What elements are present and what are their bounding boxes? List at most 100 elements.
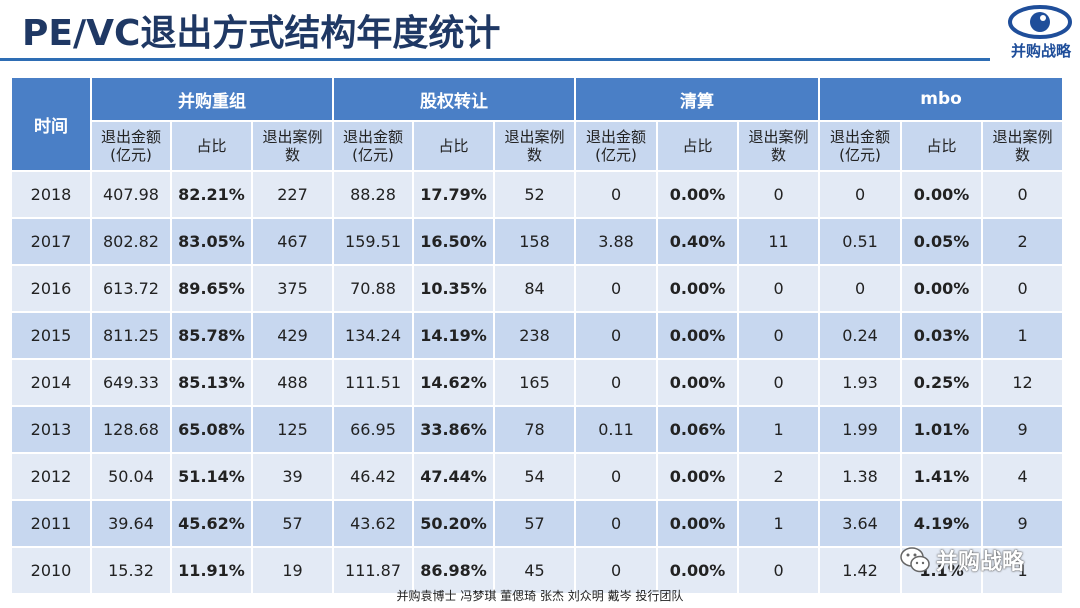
subheader-amount-line2: (亿元) <box>110 146 152 164</box>
cell-ma-pct: 11.91% <box>170 546 253 595</box>
cell-ma-pct: 65.08% <box>170 405 253 454</box>
table-body: 2018 407.98 82.21% 227 88.28 17.79% 52 0 0.00% 0 0… <box>10 170 1065 595</box>
group-header-mbo: mbo <box>818 76 1065 122</box>
cell-ma-cnt: 19 <box>250 546 335 595</box>
subheader-amount: 退出金额 (亿元) <box>332 120 415 172</box>
cell-lq-cnt: 0 <box>737 358 821 407</box>
cell-eq-amt: 70.88 <box>332 264 415 313</box>
subheader-amount-line1: 退出金额 <box>830 128 891 146</box>
cell-ma-cnt: 488 <box>250 358 335 407</box>
table-row: 2013 128.68 65.08% 125 66.95 33.86% 78 0.11 0.06… <box>10 405 1065 454</box>
subheader-amount-line1: 退出金额 <box>586 128 647 146</box>
cell-eq-pct: 14.62% <box>412 358 496 407</box>
subheader-cases-line2: 数 <box>527 146 543 164</box>
cell-eq-amt: 46.42 <box>332 452 415 501</box>
cell-year: 2018 <box>10 170 92 219</box>
cell-ma-amt: 613.72 <box>90 264 172 313</box>
wechat-icon <box>900 547 930 573</box>
cell-lq-cnt: 1 <box>737 405 821 454</box>
cell-lq-amt: 0 <box>574 546 659 595</box>
cell-ma-pct: 51.14% <box>170 452 253 501</box>
cell-eq-cnt: 45 <box>493 546 577 595</box>
subheader-amount-line1: 退出金额 <box>100 128 161 146</box>
cell-ma-amt: 811.25 <box>90 311 172 360</box>
cell-eq-amt: 111.87 <box>332 546 415 595</box>
cell-eq-amt: 43.62 <box>332 499 415 548</box>
cell-ma-cnt: 429 <box>250 311 335 360</box>
cell-ma-amt: 39.64 <box>90 499 172 548</box>
cell-eq-cnt: 78 <box>493 405 577 454</box>
subheader-ratio: 占比 <box>656 120 740 172</box>
cell-eq-amt: 111.51 <box>332 358 415 407</box>
cell-eq-pct: 16.50% <box>412 217 496 266</box>
cell-mbo-amt: 1.99 <box>818 405 903 454</box>
table-row: 2018 407.98 82.21% 227 88.28 17.79% 52 0 0.00% 0 0… <box>10 170 1065 219</box>
cell-mbo-cnt: 9 <box>981 405 1065 454</box>
table-row: 2015 811.25 85.78% 429 134.24 14.19% 238 0 0.00%… <box>10 311 1065 360</box>
table-row: 2012 50.04 51.14% 39 46.42 47.44% 54 0 0.00% 2 1.3… <box>10 452 1065 501</box>
subheader-amount-line2: (亿元) <box>352 146 394 164</box>
cell-mbo-amt: 3.64 <box>818 499 903 548</box>
cell-lq-pct: 0.00% <box>656 452 740 501</box>
cell-lq-cnt: 0 <box>737 546 821 595</box>
cell-eq-pct: 33.86% <box>412 405 496 454</box>
cell-ma-amt: 50.04 <box>90 452 172 501</box>
cell-ma-amt: 15.32 <box>90 546 172 595</box>
watermark-text: 并购战略 <box>936 550 1025 575</box>
cell-mbo-pct: 0.25% <box>900 358 984 407</box>
subheader-cases-line1: 退出案例 <box>748 128 809 146</box>
cell-ma-cnt: 125 <box>250 405 335 454</box>
cell-ma-amt: 407.98 <box>90 170 172 219</box>
cell-lq-cnt: 0 <box>737 311 821 360</box>
cell-mbo-cnt: 0 <box>981 170 1065 219</box>
cell-eq-cnt: 54 <box>493 452 577 501</box>
cell-lq-pct: 0.00% <box>656 546 740 595</box>
subheader-amount: 退出金额 (亿元) <box>90 120 172 172</box>
cell-lq-amt: 0 <box>574 452 659 501</box>
cell-ma-amt: 802.82 <box>90 217 172 266</box>
cell-eq-cnt: 52 <box>493 170 577 219</box>
cell-year: 2014 <box>10 358 92 407</box>
cell-lq-amt: 0 <box>574 499 659 548</box>
cell-eq-pct: 47.44% <box>412 452 496 501</box>
cell-mbo-cnt: 9 <box>981 499 1065 548</box>
cell-mbo-cnt: 4 <box>981 452 1065 501</box>
cell-ma-cnt: 57 <box>250 499 335 548</box>
cell-year: 2015 <box>10 311 92 360</box>
cell-mbo-amt: 1.93 <box>818 358 903 407</box>
subheader-cases-line2: 数 <box>1015 146 1031 164</box>
cell-mbo-pct: 0.00% <box>900 264 984 313</box>
subheader-amount-line2: (亿元) <box>595 146 637 164</box>
cell-mbo-pct: 1.41% <box>900 452 984 501</box>
cell-mbo-pct: 0.05% <box>900 217 984 266</box>
cell-mbo-cnt: 1 <box>981 546 1065 595</box>
cell-mbo-amt: 0 <box>818 264 903 313</box>
watermark: 并购战略 <box>898 540 1024 580</box>
cell-ma-pct: 85.78% <box>170 311 253 360</box>
cell-lq-pct: 0.00% <box>656 170 740 219</box>
subheader-cases: 退出案例数 <box>493 120 577 172</box>
cell-mbo-pct: 0.00% <box>900 170 984 219</box>
cell-ma-cnt: 467 <box>250 217 335 266</box>
cell-lq-amt: 0 <box>574 264 659 313</box>
footer-credits: 并购袁博士 冯梦琪 董偲琦 张杰 刘众明 戴岑 投行团队 <box>396 589 684 603</box>
cell-mbo-amt: 0.24 <box>818 311 903 360</box>
cell-mbo-cnt: 0 <box>981 264 1065 313</box>
cell-lq-amt: 0 <box>574 170 659 219</box>
subheader-cases-line1: 退出案例 <box>262 128 323 146</box>
cell-lq-amt: 0.11 <box>574 405 659 454</box>
cell-lq-pct: 0.40% <box>656 217 740 266</box>
cell-eq-cnt: 165 <box>493 358 577 407</box>
cell-mbo-amt: 0.51 <box>818 217 903 266</box>
subheader-cases-line1: 退出案例 <box>504 128 565 146</box>
cell-lq-cnt: 2 <box>737 452 821 501</box>
subheader-amount-line2: (亿元) <box>839 146 881 164</box>
cell-lq-pct: 0.00% <box>656 499 740 548</box>
cell-eq-cnt: 57 <box>493 499 577 548</box>
table-row: 2016 613.72 89.65% 375 70.88 10.35% 84 0 0.00% 0 0… <box>10 264 1065 313</box>
cell-mbo-cnt: 2 <box>981 217 1065 266</box>
cell-year: 2012 <box>10 452 92 501</box>
cell-mbo-pct: 0.03% <box>900 311 984 360</box>
cell-year: 2016 <box>10 264 92 313</box>
cell-eq-pct: 86.98% <box>412 546 496 595</box>
